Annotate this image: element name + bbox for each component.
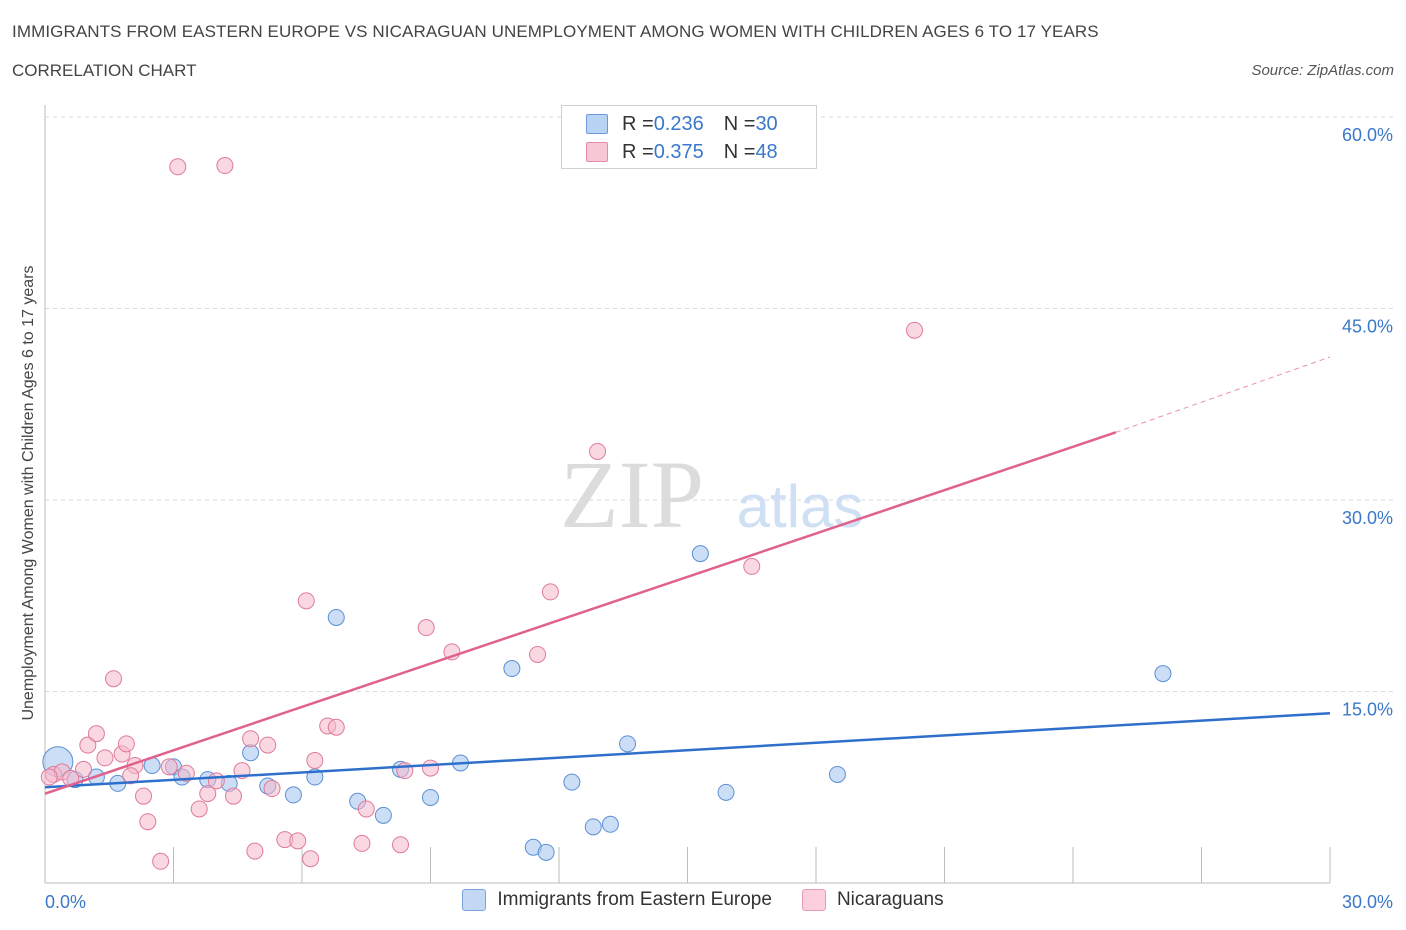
watermark-zip: ZIP	[560, 441, 704, 548]
legend-n-label: N =	[723, 140, 756, 163]
data-point-nicaraguans	[541, 583, 559, 601]
legend-swatch-pink	[586, 142, 608, 162]
data-point-eastern-europe	[619, 735, 637, 753]
data-point-nicaraguans	[177, 764, 195, 782]
data-point-nicaraguans	[529, 645, 547, 663]
data-point-eastern-europe	[537, 843, 555, 861]
data-point-nicaraguans	[105, 670, 123, 688]
legend-row-nicaraguans: R = 0.375 N = 48	[586, 140, 778, 164]
legend-item-label: Immigrants from Eastern Europe	[497, 889, 772, 910]
trend-line-nicaraguans-extension	[1115, 356, 1331, 433]
legend-r-label: R =	[622, 112, 654, 135]
data-point-nicaraguans	[87, 725, 105, 743]
y-tick-label: 30.0%	[1342, 508, 1393, 528]
legend-item-label: Nicaraguans	[836, 889, 944, 910]
data-point-nicaraguans	[152, 852, 170, 870]
grid-lines	[45, 116, 1395, 692]
data-point-eastern-europe	[691, 545, 709, 563]
data-point-nicaraguans	[224, 787, 242, 805]
data-point-nicaraguans	[190, 800, 208, 818]
legend-n-value: 30	[755, 112, 778, 135]
legend-r-label: R =	[622, 140, 654, 163]
legend-swatch-pink	[801, 889, 826, 911]
x-tick-label: 30.0%	[1342, 892, 1393, 912]
data-point-nicaraguans	[422, 759, 439, 777]
data-point-nicaraguans	[259, 736, 277, 754]
data-point-nicaraguans	[79, 736, 97, 754]
x-tick-labels: 0.0% 30.0%	[45, 892, 1393, 912]
data-point-eastern-europe	[422, 788, 439, 806]
data-point-nicaraguans	[96, 749, 114, 767]
data-point-nicaraguans	[216, 157, 234, 175]
legend-swatch-blue	[462, 889, 487, 911]
data-point-nicaraguans	[289, 832, 307, 850]
data-point-eastern-europe	[284, 786, 302, 804]
legend-row-eastern-europe: R = 0.236 N = 30	[586, 112, 778, 136]
data-point-nicaraguans	[135, 787, 153, 805]
legend-r-value: 0.375	[653, 140, 704, 163]
chart-title: IMMIGRANTS FROM EASTERN EUROPE VS NICARA…	[12, 22, 1099, 41]
y-tick-label: 45.0%	[1342, 317, 1393, 337]
data-point-nicaraguans	[306, 751, 324, 769]
data-point-eastern-europe	[584, 818, 602, 836]
legend-n-value: 48	[755, 140, 778, 163]
source-label: Source: ZipAtlas.com	[1251, 62, 1394, 79]
watermark-atlas: atlas	[737, 473, 864, 540]
data-point-nicaraguans	[75, 760, 93, 778]
data-point-nicaraguans	[199, 785, 217, 803]
data-point-nicaraguans	[589, 442, 607, 460]
data-point-nicaraguans	[122, 767, 140, 785]
data-point-eastern-europe	[717, 783, 735, 801]
data-point-nicaraguans	[263, 780, 281, 798]
data-point-nicaraguans	[906, 321, 924, 339]
legend-item-eastern-europe[interactable]: Immigrants from Eastern Europe	[462, 889, 772, 911]
trend-line-eastern-europe	[44, 711, 1331, 789]
data-point-nicaraguans	[417, 619, 435, 637]
data-point-nicaraguans	[160, 758, 178, 776]
data-point-nicaraguans	[302, 850, 320, 868]
data-point-nicaraguans	[117, 735, 135, 753]
chart-subtitle: CORRELATION CHART	[12, 61, 197, 80]
data-point-nicaraguans	[40, 768, 58, 786]
data-point-nicaraguans	[207, 772, 225, 790]
data-point-eastern-europe	[601, 815, 619, 833]
data-point-nicaraguans	[327, 718, 345, 736]
watermark: ZIP atlas	[560, 441, 863, 548]
x-tick-label: 0.0%	[45, 892, 86, 912]
data-point-nicaraguans	[392, 836, 410, 854]
y-tick-labels: 15.0% 30.0% 45.0% 60.0%	[1342, 125, 1393, 720]
data-point-nicaraguans	[743, 557, 761, 575]
correlation-legend: R = 0.236 N = 30 R = 0.375 N = 48	[561, 105, 817, 169]
series-legend: Immigrants from Eastern Europe Nicaragua…	[0, 889, 1406, 911]
data-point-eastern-europe	[1154, 665, 1172, 683]
data-point-eastern-europe	[374, 806, 392, 824]
data-point-nicaraguans	[169, 158, 187, 176]
data-point-eastern-europe	[828, 765, 846, 783]
legend-n-label: N =	[723, 112, 756, 135]
legend-swatch-blue	[586, 114, 608, 134]
data-point-nicaraguans	[139, 813, 157, 831]
legend-item-nicaraguans[interactable]: Nicaraguans	[801, 889, 944, 911]
trend-lines	[44, 356, 1331, 795]
data-point-nicaraguans	[246, 842, 264, 860]
series-nicaraguans-points	[40, 157, 924, 870]
trend-line-nicaraguans	[44, 431, 1117, 795]
y-tick-label: 15.0%	[1342, 700, 1393, 720]
data-point-eastern-europe	[563, 773, 581, 791]
data-point-eastern-europe	[327, 608, 345, 626]
y-tick-label: 60.0%	[1342, 125, 1393, 145]
data-point-eastern-europe	[503, 660, 521, 678]
data-point-nicaraguans	[357, 800, 375, 818]
series-eastern-europe-points	[42, 545, 1172, 861]
data-point-nicaraguans	[353, 834, 371, 852]
legend-r-value: 0.236	[653, 112, 704, 135]
data-point-nicaraguans	[242, 730, 260, 748]
data-point-nicaraguans	[297, 592, 315, 610]
